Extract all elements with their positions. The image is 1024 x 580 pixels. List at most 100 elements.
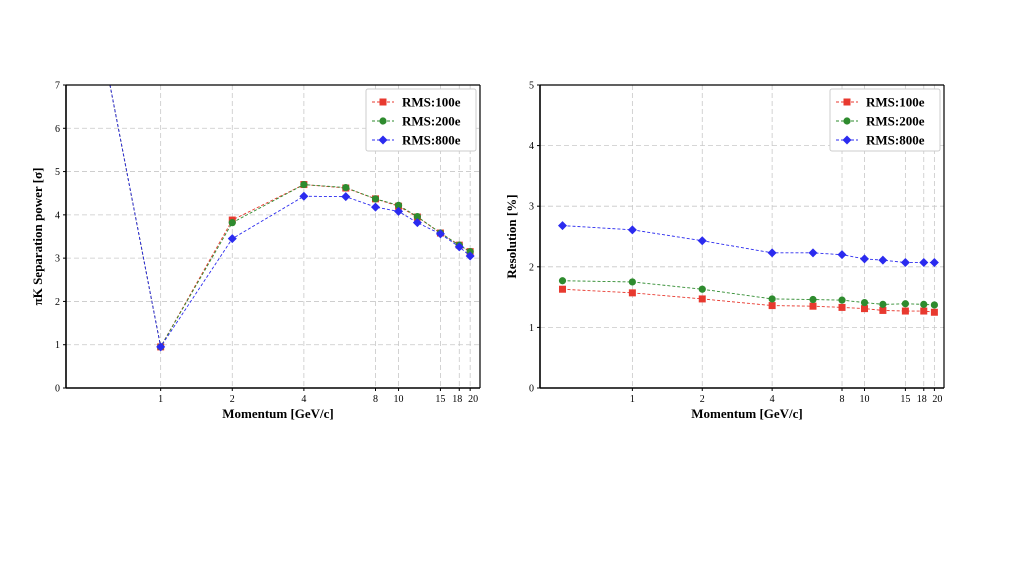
y-tick-label: 3 [55,254,60,265]
data-point [919,258,929,268]
x-axis-title: Momentum [GeV/c] [222,406,334,421]
data-point [809,295,817,304]
y-tick-label: 0 [55,384,60,395]
data-point [299,191,309,201]
legend-box [365,88,477,152]
data-point [930,301,938,309]
legend-marker [843,117,851,125]
y-tick-label: 1 [55,340,60,351]
data-point [808,248,818,258]
x-tick-label: 10 [860,394,870,405]
data-point [838,296,846,304]
data-point [861,305,869,313]
data-point [341,192,351,202]
x-axis-title: Momentum [GeV/c] [691,406,803,421]
series-line [562,288,935,313]
legend-label: RMS:100e [866,95,925,110]
data-point [454,242,464,252]
legend-marker [842,135,852,145]
data-point [900,258,910,268]
y-tick-label: 4 [55,210,60,221]
y-tick-label: 3 [529,202,534,213]
series-line [562,280,935,306]
data-point [698,285,706,293]
series-line [109,85,471,349]
x-tick-label: 8 [840,394,845,405]
data-point [435,229,445,239]
x-tick-label: 20 [468,394,478,405]
x-tick-label: 20 [932,394,942,405]
data-point [228,219,236,227]
data-point [698,295,706,303]
legend-item: RMS:200e [836,114,925,129]
legend-marker [843,98,851,106]
legend-label: RMS:100e [402,95,461,110]
data-point [930,308,938,316]
data-point [394,201,403,209]
series-rms-100e [109,85,474,351]
y-tick-label: 1 [529,323,534,334]
data-point [837,250,847,260]
legend-marker [379,117,387,125]
y-axis-title: Resolution [%] [504,194,519,278]
series-rms-100e [558,285,938,316]
data-point [558,277,567,285]
x-tick-label: 8 [373,394,378,405]
data-point [156,342,166,352]
x-tick-label: 15 [900,394,910,405]
x-tick-label: 1 [158,394,163,405]
data-point [627,225,637,235]
y-tick-label: 7 [55,81,60,92]
data-point [300,180,308,189]
data-point [371,195,380,203]
data-point [809,302,817,310]
data-point [394,206,404,216]
data-point [920,300,928,308]
x-tick-label: 18 [452,394,462,405]
legend-label: RMS:200e [866,114,925,129]
x-tick-label: 2 [700,394,705,405]
legend-item: RMS:800e [372,133,461,148]
y-tick-label: 4 [529,141,534,152]
data-point [929,258,939,268]
legend-label: RMS:800e [402,133,461,148]
series-rms-800e [109,85,475,352]
chart-1: 0 1 2 3 4 5 6 7 1 2 4 8 10 15 18 20 Momentum [GeV/c] πK S… [30,81,481,421]
data-point [342,183,350,192]
y-tick-label: 5 [55,167,60,178]
series-line [562,225,935,264]
legend-marker [379,98,387,106]
data-point [413,212,421,221]
data-point [860,254,870,264]
data-point [558,285,566,293]
data-point [767,248,777,258]
data-point [879,306,887,314]
data-point [465,251,475,261]
data-point [838,303,846,311]
data-point [697,236,707,246]
legend-box [829,88,941,152]
data-point [860,298,869,307]
x-tick-label: 2 [230,394,235,405]
data-point [768,302,776,310]
series-rms-200e [109,85,474,351]
data-point [879,300,887,308]
data-point [628,278,636,286]
data-point [557,221,567,231]
series-line [109,85,471,349]
data-point [768,295,776,303]
series-line [109,85,471,349]
legend-label: RMS:800e [866,133,925,148]
series-rms-200e [558,277,938,309]
y-axis-title: πK Separation power [σ] [30,168,45,306]
x-tick-label: 18 [917,394,927,405]
data-point [370,202,380,212]
legend: RMS:100e RMS:200e RMS:800e [365,88,477,152]
data-point [920,307,928,315]
x-tick-label: 4 [301,394,306,405]
data-point [227,234,237,244]
data-point [412,218,422,228]
x-tick-label: 10 [394,394,404,405]
legend-label: RMS:200e [402,114,461,129]
